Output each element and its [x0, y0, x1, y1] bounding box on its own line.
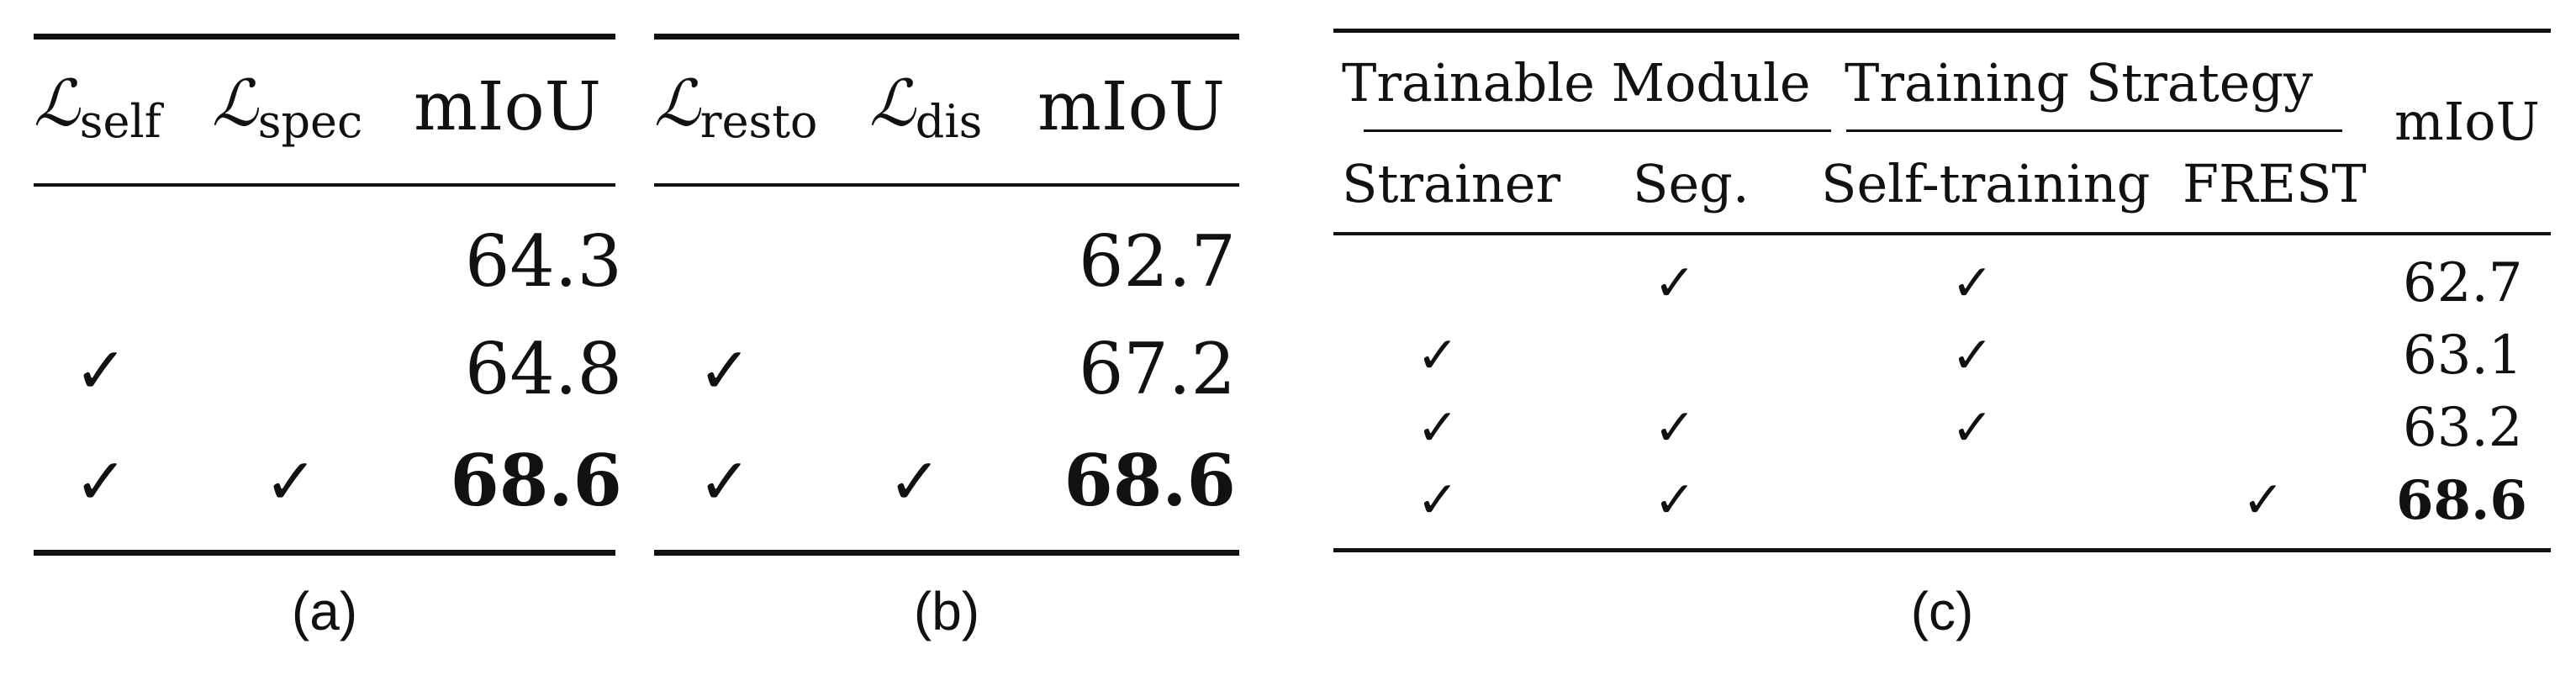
row-3-miou: 68.6: [1064, 439, 1236, 522]
bottom-rule: [34, 550, 615, 556]
row-3-miou: 68.6: [450, 439, 622, 522]
row-3-check-1: ✓: [698, 444, 752, 519]
row-2-check-1: ✓: [74, 333, 128, 408]
row-2-strainer-check: ✓: [1416, 326, 1460, 385]
group-underline-trainable: [1364, 129, 1831, 132]
caption-a: (a): [291, 581, 358, 641]
subheader-seg: Seg.: [1633, 153, 1750, 214]
row-3-check-2: ✓: [264, 444, 318, 519]
row-3-check-2: ✓: [888, 444, 942, 519]
top-rule: [34, 34, 615, 40]
table-a: ℒself ℒspec mIoU 64.3 ✓ 64.8 ✓ ✓ 68.6 (a…: [34, 0, 622, 686]
top-rule: [1333, 29, 2551, 33]
row-2-miou: 63.1: [2403, 325, 2523, 387]
subheader-frest: FREST: [2183, 153, 2367, 214]
table-b: ℒresto ℒdis mIoU 62.7 ✓ 67.2 ✓ ✓ 68.6 (b…: [654, 0, 1239, 686]
top-rule: [654, 34, 1239, 40]
header-loss-resto: ℒresto: [654, 66, 818, 148]
row-1-miou: 62.7: [1078, 220, 1236, 303]
bottom-rule: [1333, 548, 2551, 552]
row-2-miou: 67.2: [1078, 328, 1236, 410]
row-1-miou: 64.3: [464, 220, 622, 303]
row-3-miou: 63.2: [2403, 397, 2523, 459]
header-loss-dis: ℒdis: [869, 66, 983, 148]
row-4-miou: 68.6: [2396, 469, 2527, 532]
row-3-check-1: ✓: [74, 444, 128, 519]
mid-rule: [1333, 232, 2551, 235]
table-c: Trainable Module Training Strategy mIoU …: [1333, 0, 2551, 686]
row-1-miou: 62.7: [2403, 252, 2523, 314]
header-miou: mIoU: [1037, 67, 1226, 145]
row-3-seg-check: ✓: [1653, 398, 1697, 457]
caption-b: (b): [913, 581, 980, 641]
group-header-training-strategy: Training Strategy: [1845, 52, 2314, 113]
mid-rule: [34, 183, 615, 187]
row-4-strainer-check: ✓: [1416, 471, 1460, 530]
bottom-rule: [654, 550, 1239, 556]
row-1-seg-check: ✓: [1653, 254, 1697, 313]
mid-rule: [654, 183, 1239, 187]
caption-c: (c): [1910, 581, 1974, 641]
subheader-self-training: Self-training: [1821, 153, 2151, 214]
header-miou: mIoU: [414, 67, 602, 145]
row-4-frest-check: ✓: [2241, 471, 2285, 530]
row-2-self-training-check: ✓: [1950, 326, 1994, 385]
row-3-self-training-check: ✓: [1950, 398, 1994, 457]
subheader-strainer: Strainer: [1342, 153, 1561, 214]
row-2-miou: 64.8: [464, 328, 622, 410]
header-loss-self: ℒself: [34, 66, 161, 148]
row-4-seg-check: ✓: [1653, 471, 1697, 530]
header-miou: mIoU: [2394, 91, 2540, 152]
row-2-check-1: ✓: [698, 333, 752, 408]
group-underline-strategy: [1846, 129, 2342, 132]
group-header-trainable-module: Trainable Module: [1342, 52, 1811, 113]
row-1-self-training-check: ✓: [1950, 254, 1994, 313]
header-loss-spec: ℒspec: [212, 66, 363, 148]
row-3-strainer-check: ✓: [1416, 398, 1460, 457]
